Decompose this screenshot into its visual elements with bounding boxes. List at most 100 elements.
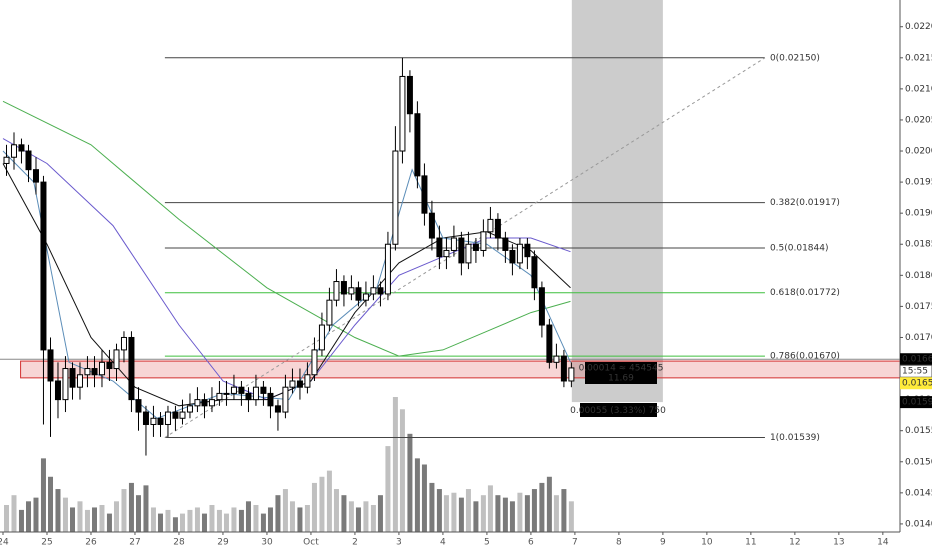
x-tick-label: 26 [85, 538, 97, 548]
candle-body [216, 392, 223, 401]
volume-bar [223, 513, 229, 532]
candle-body [487, 218, 494, 233]
candle-body [428, 212, 435, 239]
volume-bar [568, 501, 574, 532]
price-axis-bg [900, 0, 932, 550]
volume-bar [77, 501, 83, 532]
candle-body [120, 336, 127, 351]
volume-bar [26, 501, 32, 532]
candle-body [54, 380, 61, 401]
candle-body [106, 361, 113, 370]
volume-bar [55, 489, 61, 532]
volume-bar [370, 505, 376, 532]
volume-bar [157, 513, 163, 532]
volume-bar [319, 476, 325, 532]
candle-body [113, 349, 120, 370]
x-tick-label: 13 [833, 538, 844, 548]
candle-body [421, 175, 428, 214]
x-tick-label: 6 [528, 538, 534, 548]
volume-bar [509, 501, 515, 532]
fib-label: 0.786(0.01670) [770, 352, 840, 362]
fib-label: 0.618(0.01772) [770, 288, 840, 298]
volume-bar [311, 482, 317, 532]
y-tick-label: 0.01500 [905, 457, 932, 467]
volume-bar [451, 492, 457, 532]
volume-bar [458, 497, 464, 532]
candle-body [3, 156, 10, 164]
candle-body [164, 411, 171, 425]
candle-body [128, 336, 135, 401]
volume-bar [487, 485, 493, 532]
volume-bar [414, 458, 420, 532]
volume-bar [40, 458, 46, 532]
support-zone [20, 360, 901, 379]
volume-bar [62, 497, 68, 532]
volume-bar [238, 509, 244, 532]
price-label-box [900, 396, 932, 409]
candle-body [472, 243, 479, 251]
x-tick-label: 4 [440, 538, 446, 548]
candle-body [568, 367, 575, 382]
volume-bar [143, 485, 149, 532]
price-label: 0.01651 [902, 379, 932, 389]
volume-bar [326, 470, 332, 532]
y-tick-label: 0.02100 [905, 84, 932, 94]
y-tick-label: 0.01900 [905, 209, 932, 219]
candle-body [76, 374, 83, 388]
moving-average [2, 150, 571, 419]
candle-body [458, 237, 465, 264]
candle-body [384, 243, 391, 295]
volume-bar [99, 505, 105, 532]
candle-body [84, 368, 91, 376]
price-label-box [900, 377, 932, 390]
candle-body [274, 405, 281, 413]
candle-body [150, 417, 157, 425]
y-tick-label: 0.01700 [905, 333, 932, 343]
candle-body [443, 249, 450, 258]
volume-bar [524, 495, 530, 532]
candle-body [333, 281, 340, 301]
tooltip-text: 11.69 [608, 374, 634, 384]
candle-body [135, 399, 142, 413]
x-tick-label: 9 [660, 538, 666, 548]
volume-bar [267, 507, 273, 532]
volume-bar [392, 397, 398, 532]
volume-bar [84, 509, 90, 532]
volume-bar [289, 501, 295, 532]
candle-body [326, 299, 333, 326]
fib-label: 0(0.02150) [770, 53, 820, 63]
volume-bar [245, 501, 251, 532]
candle-body [318, 324, 325, 351]
y-tick-label: 0.01550 [905, 426, 932, 436]
volume-bar [128, 482, 134, 532]
moving-average [2, 163, 571, 407]
candle-body [91, 368, 98, 376]
volume-bar [561, 489, 567, 532]
candle-body [223, 392, 230, 395]
price-label: 0.01665 [902, 355, 932, 365]
volume-bar [172, 517, 178, 532]
candle-body [10, 144, 17, 158]
x-tick-label: 27 [129, 538, 140, 548]
volume-bar [121, 489, 127, 532]
y-tick-label: 0.01950 [905, 178, 932, 188]
volume-bar [113, 501, 119, 532]
y-tick-label: 0.02000 [905, 147, 932, 157]
candle-body [25, 150, 32, 171]
candle-body [450, 237, 457, 251]
volume-bar [480, 495, 486, 532]
volume-bar [165, 509, 171, 532]
volume-bar [355, 507, 361, 532]
candle-body [399, 75, 406, 152]
candle-body [47, 349, 54, 382]
candle-body [538, 287, 545, 326]
y-tick-label: 0.02050 [905, 115, 932, 125]
x-tick-label: 7 [572, 538, 578, 548]
price-label-box [900, 353, 932, 366]
x-tick-label: 2 [352, 538, 358, 548]
volume-bar [194, 507, 200, 532]
volume-bar [546, 476, 552, 532]
candle-body [194, 399, 201, 407]
tooltip-box [580, 403, 657, 417]
candle-body [296, 380, 303, 388]
